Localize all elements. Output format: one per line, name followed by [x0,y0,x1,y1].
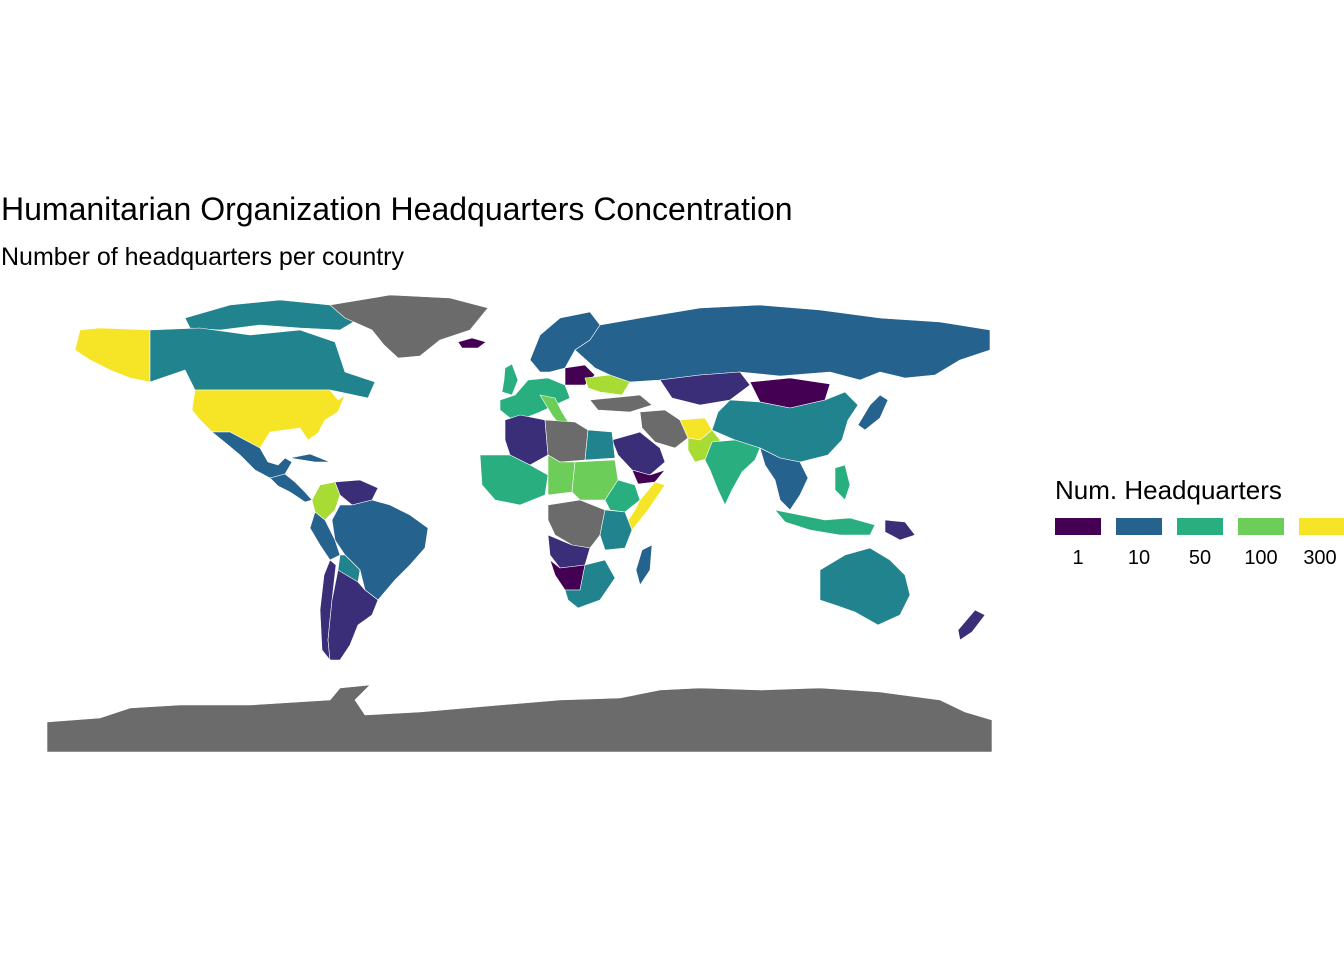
region-peru [309,511,341,561]
region-canada [149,327,376,399]
legend-key [1299,518,1344,535]
region-new-zealand [957,609,986,641]
region-united-kingdom [501,363,519,396]
legend-title: Num. Headquarters [1055,475,1282,505]
region-philippines [834,464,851,501]
legend-label: 10 [1127,547,1151,569]
region-china [711,391,859,463]
region-argentina [327,569,379,661]
region-united-states [191,389,346,449]
region-india [704,439,761,506]
legend-label: 300 [1303,547,1337,569]
region-cuba [289,453,331,463]
legend-key [1055,518,1101,535]
region-western-europe [499,377,571,419]
region-iceland [457,337,487,349]
legend-key [1116,518,1162,535]
region-madagascar [635,544,653,586]
region-australia [819,547,911,626]
region-mexico [211,431,293,479]
region-libya [544,419,589,463]
legend-key [1177,518,1223,535]
region-iran [639,409,689,449]
region-egypt [584,429,616,461]
region-kazakhstan [659,371,751,406]
map-subtitle: Number of headquarters per country [1,243,404,271]
legend-label: 1 [1072,547,1084,569]
map-title: Humanitarian Organization Headquarters C… [1,191,793,227]
region-japan [857,394,889,431]
region-papua-new-guinea [884,519,916,541]
region-alaska [74,327,151,383]
legend-label: 50 [1188,547,1212,569]
region-russia [574,304,991,383]
region-brazil [331,499,429,601]
region-tanzania [599,509,633,551]
region-turkey [589,394,653,413]
legend-key [1238,518,1284,535]
region-indonesia [774,509,876,536]
region-sahel [479,454,549,506]
region-somalia [624,481,666,531]
region-saudi-arabia [611,431,666,476]
region-antarctica [46,684,993,753]
region-greenland [329,294,489,359]
region-yemen [631,469,666,485]
legend-label: 100 [1244,547,1278,569]
region-south-africa [564,559,616,609]
region-central-america [269,473,313,503]
region-southeast-asia [759,447,809,511]
region-algeria [504,414,549,466]
